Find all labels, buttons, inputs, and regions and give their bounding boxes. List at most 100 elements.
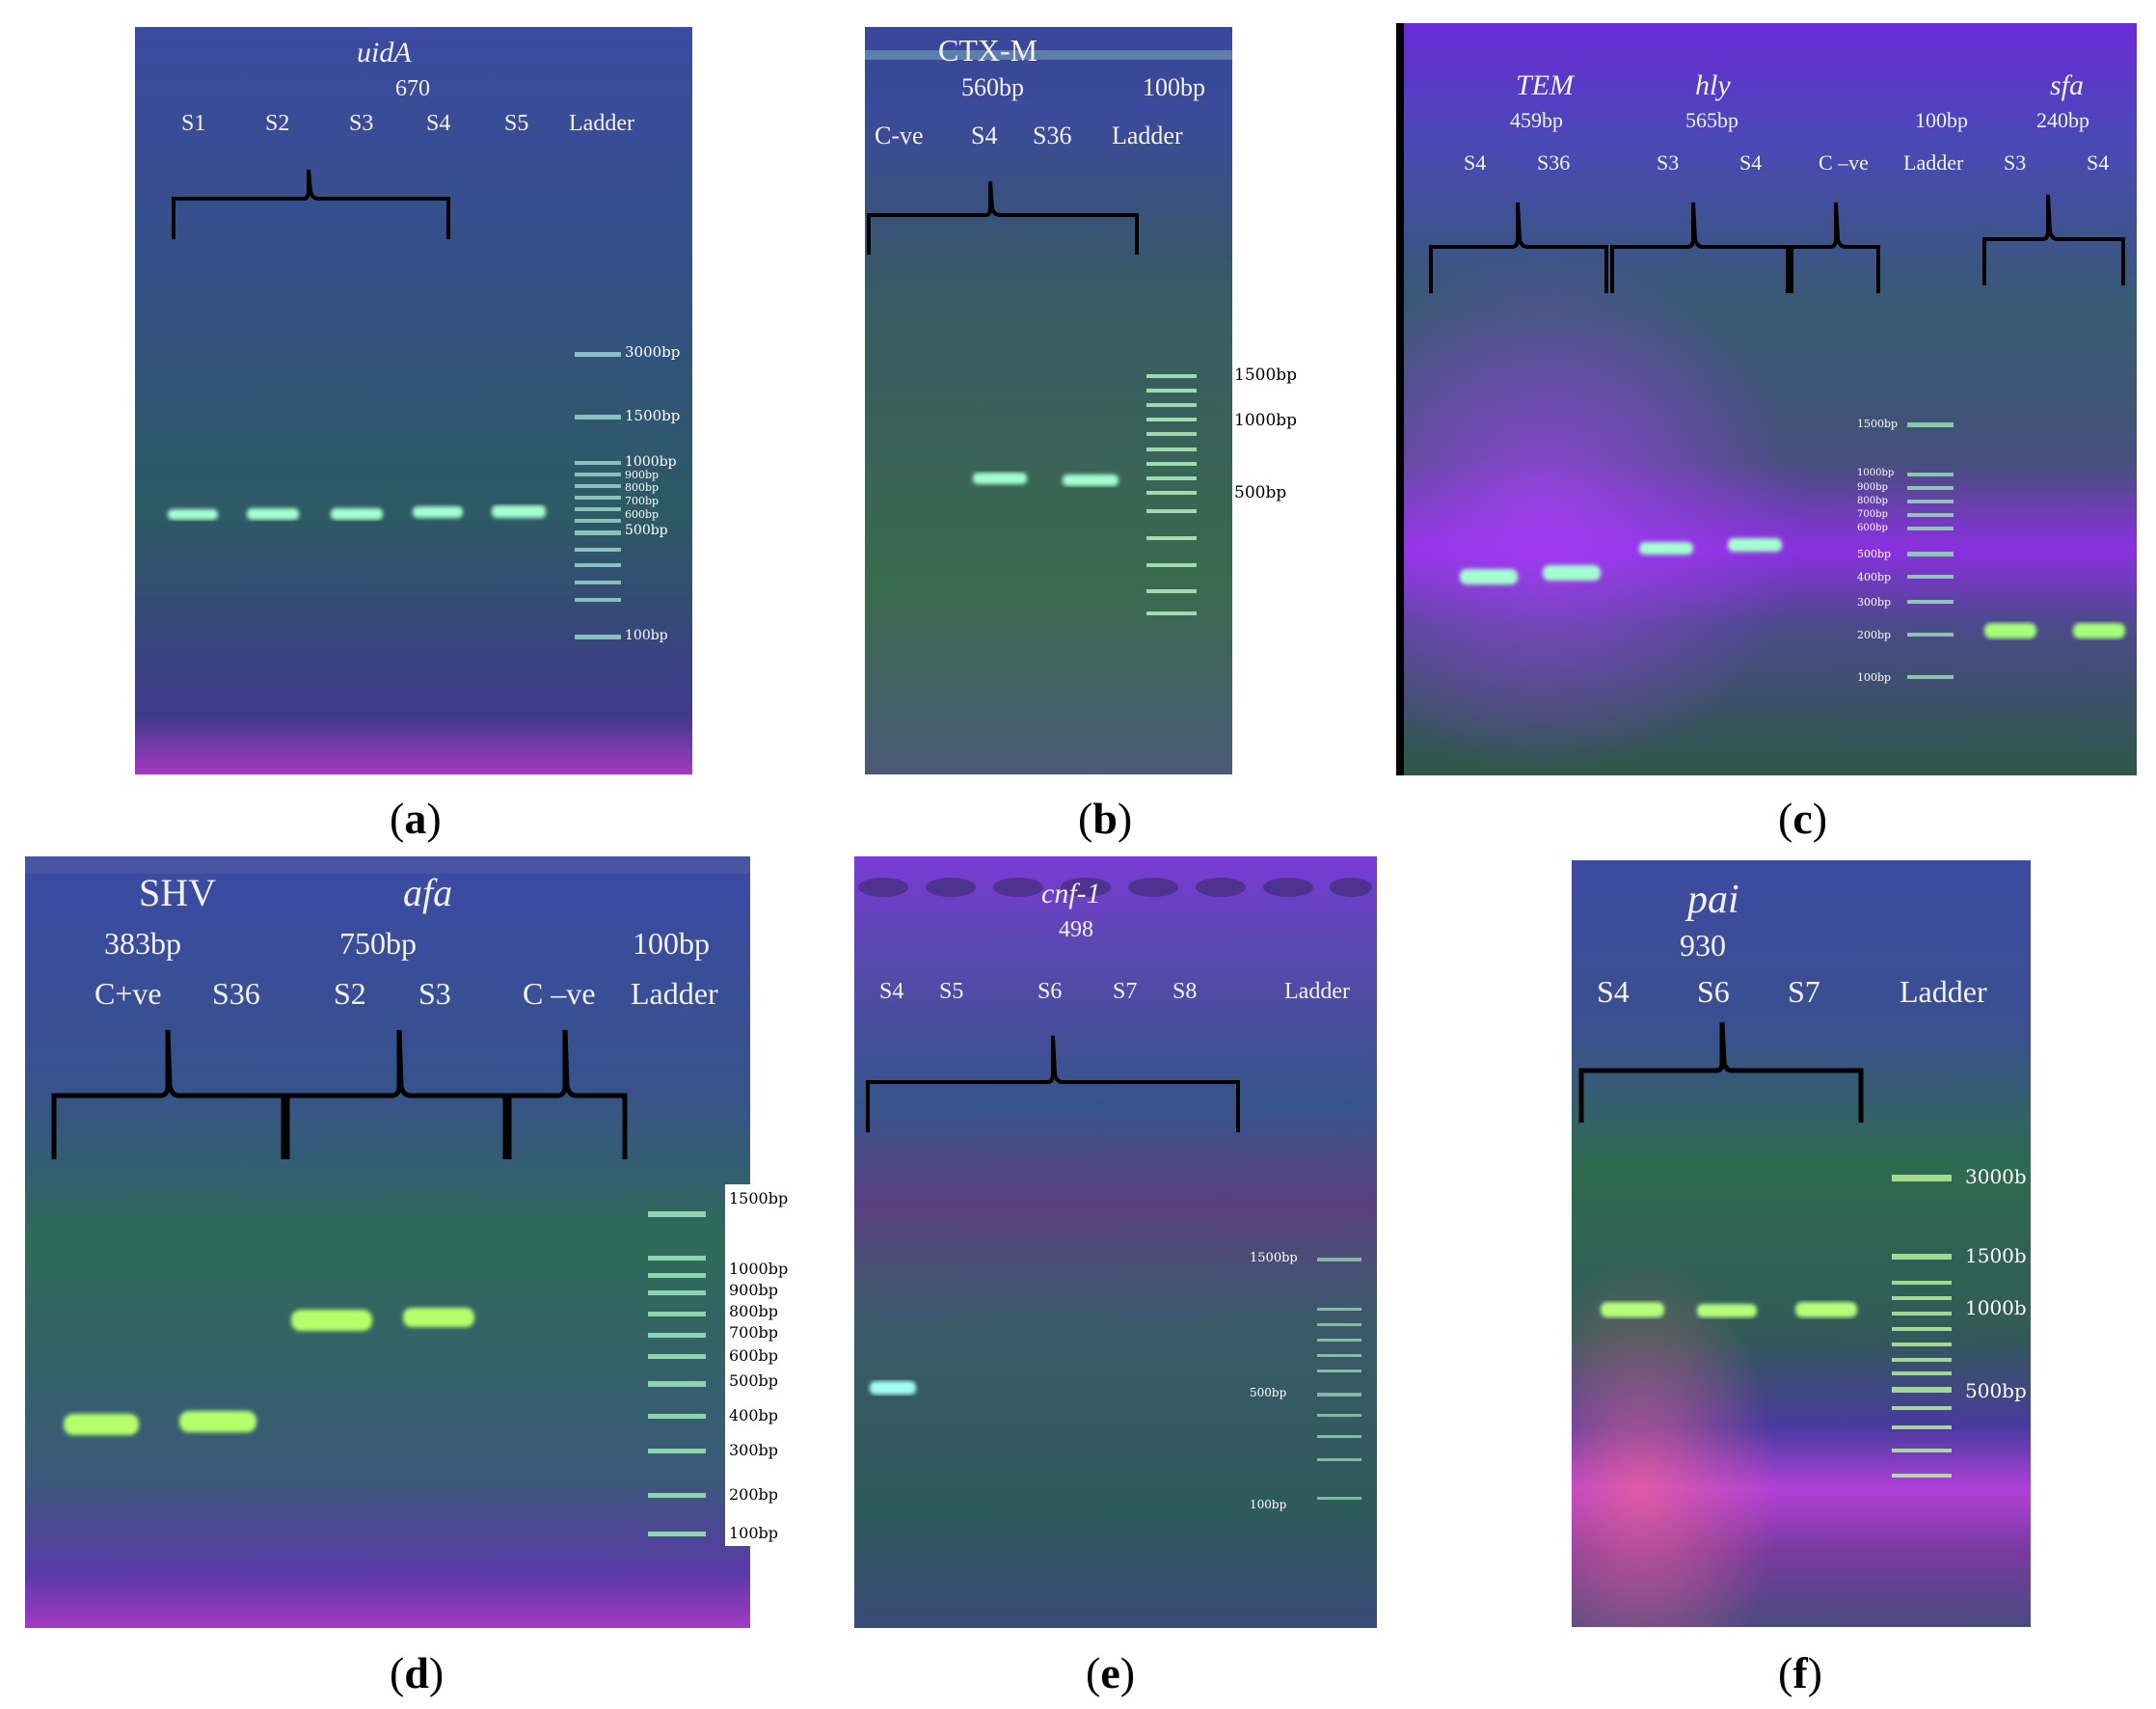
ladder-label-c-6: 600bp xyxy=(1857,523,1888,533)
ladder-label-a-9: 100bp xyxy=(625,628,668,643)
lane-label-e-5: S8 xyxy=(1172,979,1198,1004)
lane-label-a-5: S5 xyxy=(504,111,529,136)
lane-label-c-5: C –ve xyxy=(1819,150,1869,175)
gel-panel-b: CTX-M 560bp 100bp C-ve S4 S36 Ladder xyxy=(865,27,1232,774)
lane-label-c-3: S3 xyxy=(1657,150,1680,175)
ladder-label-f-4: 500bp xyxy=(1965,1379,2027,1402)
ladder-label-b-3: 500bp xyxy=(1234,483,1287,502)
gene-label-c-hly: hly xyxy=(1695,69,1731,101)
gel-image-d xyxy=(25,856,750,1628)
lane-label-e-3: S6 xyxy=(1038,979,1063,1004)
size-label-c-tem: 459bp xyxy=(1510,108,1563,132)
caption-c: (c) xyxy=(1778,794,1828,843)
size-label-e: 498 xyxy=(1059,917,1093,942)
ladder-label-e-3: 100bp xyxy=(1250,1498,1287,1511)
lane-label-a-4: S4 xyxy=(426,111,451,136)
gene-label-a: uidA xyxy=(357,37,412,68)
gene-label-d-shv: SHV xyxy=(139,871,217,914)
ladder-label-f-1: 3000b xyxy=(1965,1165,2027,1188)
size-label-d-shv: 383bp xyxy=(104,926,181,961)
gel-panel-d: SHV 383bp afa 750bp 100bp C+ve S36 S2 S3… xyxy=(25,856,750,1628)
ladder-label-d-8: 400bp xyxy=(729,1406,779,1424)
ladder-label-a-3: 1000bp xyxy=(625,454,677,470)
size-label-d-afa: 750bp xyxy=(339,926,417,961)
ladder-label-f-3: 1000b xyxy=(1965,1296,2027,1319)
gel-panel-a: uidA 670 S1 S2 S3 S4 S5 Ladder 3000bp 15… xyxy=(135,27,692,774)
ladder-size-b: 100bp xyxy=(1143,73,1205,101)
lane-label-d-5: C –ve xyxy=(523,976,596,1011)
caption-b: (b) xyxy=(1078,794,1133,843)
ladder-label-c-9: 300bp xyxy=(1857,596,1892,609)
ladder-label-e-1: 1500bp xyxy=(1250,1251,1298,1265)
size-label-b: 560bp xyxy=(961,73,1024,101)
gene-label-d-afa: afa xyxy=(403,871,453,914)
ladder-label-d-5: 700bp xyxy=(729,1323,779,1342)
caption-e: (e) xyxy=(1086,1648,1136,1697)
lane-label-a-2: S2 xyxy=(265,111,290,136)
gel-panel-e: cnf-1 498 S4 S5 S6 S7 S8 Ladder 1500bp 5… xyxy=(854,856,1377,1628)
ladder-label-a-4: 900bp xyxy=(625,469,660,481)
size-label-d-ladder: 100bp xyxy=(633,926,710,961)
ladder-label-d-11: 100bp xyxy=(729,1524,779,1542)
ladder-label-a-1: 3000bp xyxy=(625,343,681,361)
lane-label-a-3: S3 xyxy=(349,111,374,136)
lane-label-f-ladder: Ladder xyxy=(1900,974,1987,1009)
lane-label-b-1: C-ve xyxy=(875,122,924,149)
ladder-label-c-3: 900bp xyxy=(1857,482,1888,493)
ladder-label-d-7: 500bp xyxy=(729,1371,779,1390)
lane-label-e-1: S4 xyxy=(879,979,904,1004)
caption-a: (a) xyxy=(390,794,442,843)
size-label-a: 670 xyxy=(395,76,430,101)
ladder-label-f-2: 1500b xyxy=(1965,1244,2027,1267)
size-label-c-ladder: 100bp xyxy=(1915,108,1968,132)
lane-label-b-2: S4 xyxy=(971,122,998,149)
ladder-label-a-2: 1500bp xyxy=(625,407,681,424)
lane-label-a-ladder: Ladder xyxy=(569,111,634,136)
ladder-label-a-8: 500bp xyxy=(625,523,668,538)
lane-label-f-3: S7 xyxy=(1788,974,1820,1009)
gel-image-c xyxy=(1396,23,2137,775)
ladder-label-a-7: 600bp xyxy=(625,508,660,521)
lane-label-c-2: S36 xyxy=(1537,150,1571,175)
lane-label-e-ladder: Ladder xyxy=(1284,979,1350,1004)
gel-image-a xyxy=(135,27,692,774)
ladder-label-a-6: 700bp xyxy=(625,495,660,507)
caption-f: (f) xyxy=(1778,1648,1822,1697)
gel-panel-f: pai 930 S4 S6 S7 Ladder 3000b 1500b 1000… xyxy=(1572,860,2031,1627)
size-label-c-sfa: 240bp xyxy=(2036,108,2089,132)
lane-label-c-7: S3 xyxy=(2004,150,2027,175)
gene-label-c-sfa: sfa xyxy=(2050,69,2085,101)
lane-label-d-2: S36 xyxy=(212,976,260,1011)
gel-panel-c: TEM 459bp hly 565bp 100bp sfa 240bp S4 S… xyxy=(1396,23,2137,775)
ladder-label-d-9: 300bp xyxy=(729,1441,779,1459)
ladder-label-d-4: 800bp xyxy=(729,1302,779,1320)
lane-label-b-ladder: Ladder xyxy=(1112,122,1183,149)
size-label-c-hly: 565bp xyxy=(1685,108,1738,132)
ladder-label-c-1: 1500bp xyxy=(1857,418,1899,430)
gel-image-e xyxy=(854,856,1377,1628)
ladder-label-box-d xyxy=(725,1184,795,1546)
ladder-label-e-2: 500bp xyxy=(1250,1386,1287,1399)
ladder-label-c-2: 1000bp xyxy=(1857,468,1895,478)
ladder-label-c-8: 400bp xyxy=(1857,571,1892,583)
lane-label-b-3: S36 xyxy=(1033,122,1072,149)
ladder-label-d-3: 900bp xyxy=(729,1281,779,1299)
lane-label-d-4: S3 xyxy=(418,976,451,1011)
ladder-label-d-1: 1500bp xyxy=(729,1189,789,1207)
lane-label-c-ladder: Ladder xyxy=(1903,150,1964,175)
gene-label-c-tem: TEM xyxy=(1516,69,1574,101)
lane-label-d-1: C+ve xyxy=(94,976,162,1011)
lane-label-c-4: S4 xyxy=(1739,150,1763,175)
gene-label-b: CTX-M xyxy=(938,33,1038,68)
lane-label-c-8: S4 xyxy=(2087,150,2110,175)
ladder-label-d-10: 200bp xyxy=(729,1485,779,1504)
lane-label-a-1: S1 xyxy=(181,111,206,136)
ladder-label-c-5: 700bp xyxy=(1857,509,1888,520)
ladder-label-c-7: 500bp xyxy=(1857,548,1892,560)
lane-label-f-1: S4 xyxy=(1597,974,1630,1009)
lane-label-d-3: S2 xyxy=(334,976,366,1011)
lane-label-c-1: S4 xyxy=(1464,150,1487,175)
caption-d: (d) xyxy=(390,1648,445,1697)
ladder-label-c-10: 200bp xyxy=(1857,629,1892,641)
ladder-label-b-1: 1500bp xyxy=(1234,366,1298,385)
